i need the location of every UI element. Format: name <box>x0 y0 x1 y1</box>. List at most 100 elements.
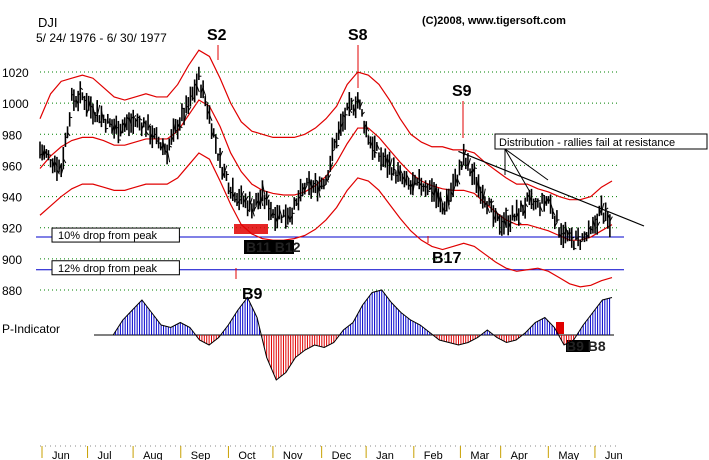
price-tick <box>304 184 308 191</box>
price-tick <box>463 149 467 157</box>
signal-box-b11-b12 <box>244 240 294 254</box>
resistance-line <box>458 150 645 227</box>
price-tick <box>169 145 172 148</box>
price-tick <box>196 85 200 93</box>
lower-band-line <box>39 152 613 288</box>
price-tick <box>571 237 575 239</box>
month-label: Mar <box>470 450 489 460</box>
price-tick <box>518 222 522 224</box>
indicator-label: P-Indicator <box>2 322 60 336</box>
price-tick <box>166 148 171 163</box>
price-bars <box>39 66 613 251</box>
price-tick <box>490 200 495 204</box>
price-tick <box>359 101 363 108</box>
price-tick <box>132 114 137 120</box>
y-tick-label: 1020 <box>2 66 29 80</box>
price-tick <box>474 167 477 170</box>
resistance-trendline: Distribution - rallies fail at resistanc… <box>458 133 708 227</box>
price-tick <box>259 194 264 207</box>
indicator-outline <box>94 289 613 381</box>
price-tick <box>573 247 577 250</box>
price-tick <box>552 210 556 216</box>
month-label: Jun <box>52 450 70 460</box>
price-tick <box>213 133 217 137</box>
price-tick <box>336 144 340 147</box>
signal-box-label: B9 B8 <box>566 338 606 354</box>
price-tick <box>247 209 251 213</box>
month-label: Apr <box>511 450 528 460</box>
price-tick <box>202 88 207 97</box>
price-tick <box>48 154 52 156</box>
price-tick <box>323 183 327 187</box>
price-tick <box>183 113 188 122</box>
price-tick <box>215 136 219 140</box>
date-range-label: 5/ 24/ 1976 - 6/ 30/ 1977 <box>36 31 167 45</box>
price-tick <box>245 196 249 202</box>
copyright-label: (C)2008, www.tigersoft.com <box>422 15 566 27</box>
bollinger-bands <box>39 49 613 288</box>
price-tick <box>365 125 370 132</box>
price-tick <box>251 207 255 217</box>
price-tick <box>556 219 560 221</box>
price-tick <box>329 162 334 170</box>
signal-b17: B17 <box>432 250 461 267</box>
symbol-label: DJI <box>38 15 58 30</box>
price-tick <box>249 197 253 207</box>
upper-band-line <box>39 49 613 201</box>
price-tick <box>219 150 224 157</box>
price-tick <box>327 174 332 179</box>
price-tick <box>187 106 192 112</box>
month-label: May <box>558 450 579 460</box>
price-tick <box>348 108 353 114</box>
price-tick <box>325 178 329 183</box>
p-indicator-panel <box>94 289 614 381</box>
price-tick <box>209 114 213 122</box>
month-label: Sep <box>191 450 211 460</box>
y-tick-label: 940 <box>2 191 22 205</box>
price-tick <box>467 158 471 168</box>
month-label: Feb <box>424 450 443 460</box>
price-tick <box>253 205 257 211</box>
y-tick-label: 900 <box>2 253 22 267</box>
buy-signal-cluster <box>234 224 268 234</box>
annotation-pointer <box>504 148 549 181</box>
month-label: Aug <box>143 450 163 460</box>
y-tick-label: 1000 <box>2 97 29 111</box>
price-tick <box>139 117 143 121</box>
price-tick <box>389 158 393 170</box>
month-label: Jul <box>98 450 112 460</box>
signal-s8: S8 <box>348 27 368 44</box>
price-tick <box>351 99 355 103</box>
price-tick <box>62 158 67 164</box>
price-tick <box>374 151 378 154</box>
price-tick <box>482 188 486 203</box>
price-tick <box>65 136 69 139</box>
y-tick-label: 980 <box>2 128 22 142</box>
price-tick <box>427 190 431 193</box>
price-tick <box>56 169 60 175</box>
month-label: Jan <box>376 450 394 460</box>
price-tick <box>204 100 208 104</box>
x-axis: Jun Jul Aug Sep Oct Nov Dec Jan Feb Mar Apr May Jun <box>40 445 623 460</box>
support-label-box <box>51 227 180 243</box>
signal-box-b9-b8 <box>566 340 590 352</box>
price-tick <box>79 87 84 91</box>
price-tick <box>448 200 452 203</box>
price-tick <box>300 194 304 197</box>
month-label: Dec <box>332 450 352 460</box>
price-tick <box>240 190 245 198</box>
price-tick <box>600 202 605 214</box>
price-tick <box>505 209 509 212</box>
price-tick <box>223 165 228 174</box>
month-label: Jun <box>605 450 623 460</box>
price-tick <box>179 125 183 129</box>
price-tick <box>554 221 558 227</box>
price-tick <box>145 130 149 136</box>
month-label: Oct <box>238 450 255 460</box>
price-tick <box>317 182 321 198</box>
price-tick <box>456 178 461 185</box>
price-tick <box>579 240 583 243</box>
price-tick <box>609 216 613 222</box>
